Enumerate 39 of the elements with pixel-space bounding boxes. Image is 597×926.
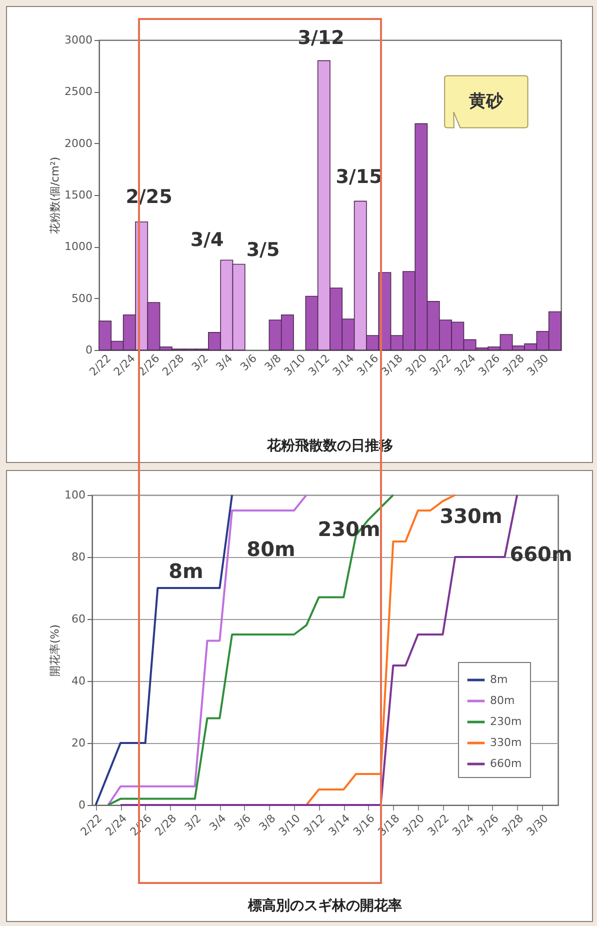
- y-tick-label: 0: [86, 344, 92, 356]
- annotation: 80m: [246, 537, 296, 561]
- line-series: [107, 494, 308, 806]
- y-tick-label: 80: [72, 550, 86, 564]
- annotation: 黄砂: [468, 92, 504, 112]
- annotation: 3/15: [336, 166, 382, 188]
- y-tick-label: 60: [72, 612, 86, 626]
- y-tick-label: 1000: [64, 240, 92, 254]
- text: 標高別のスギ林の開花率: [247, 897, 402, 914]
- x-tick-label: 3/2: [189, 352, 211, 374]
- annotation: 8m: [168, 559, 204, 583]
- x-tick-label: 3/6: [238, 352, 260, 374]
- annotation: 330m: [440, 504, 502, 528]
- x-tick-label: 3/4: [206, 812, 229, 834]
- y-tick-label: 2000: [64, 136, 92, 150]
- x-tick-label: 3/8: [256, 812, 278, 834]
- y-tick-label: 1500: [64, 188, 92, 202]
- x-tick-label: 3/8: [262, 352, 284, 374]
- y-tick-label: 100: [64, 488, 86, 502]
- annotation: 3/4: [190, 229, 224, 251]
- annotation: 3/5: [246, 239, 280, 261]
- y-tick-label: 20: [72, 736, 86, 750]
- y-tick-label: 3000: [64, 34, 92, 46]
- x-tick-label: 3/2: [182, 812, 204, 834]
- y-tick-label: 500: [72, 292, 92, 305]
- line-series: [94, 494, 234, 806]
- legend-label: 80m: [490, 694, 515, 707]
- y-tick-label: 40: [72, 674, 86, 688]
- x-tick-label: 3/4: [213, 352, 236, 374]
- line-series: [107, 494, 394, 806]
- y-tick-label: 2500: [64, 85, 92, 98]
- x-tick-label: 3/6: [232, 812, 254, 834]
- y-axis-title: 開花率(%): [48, 624, 62, 677]
- legend-label: 230m: [490, 715, 522, 728]
- y-axis-title: 花粉数(個/cm²): [48, 156, 62, 234]
- y-tick-label: 0: [78, 798, 86, 812]
- legend-label: 8m: [490, 673, 508, 686]
- legend-label: 660m: [490, 757, 522, 770]
- legend-label: 330m: [490, 736, 522, 749]
